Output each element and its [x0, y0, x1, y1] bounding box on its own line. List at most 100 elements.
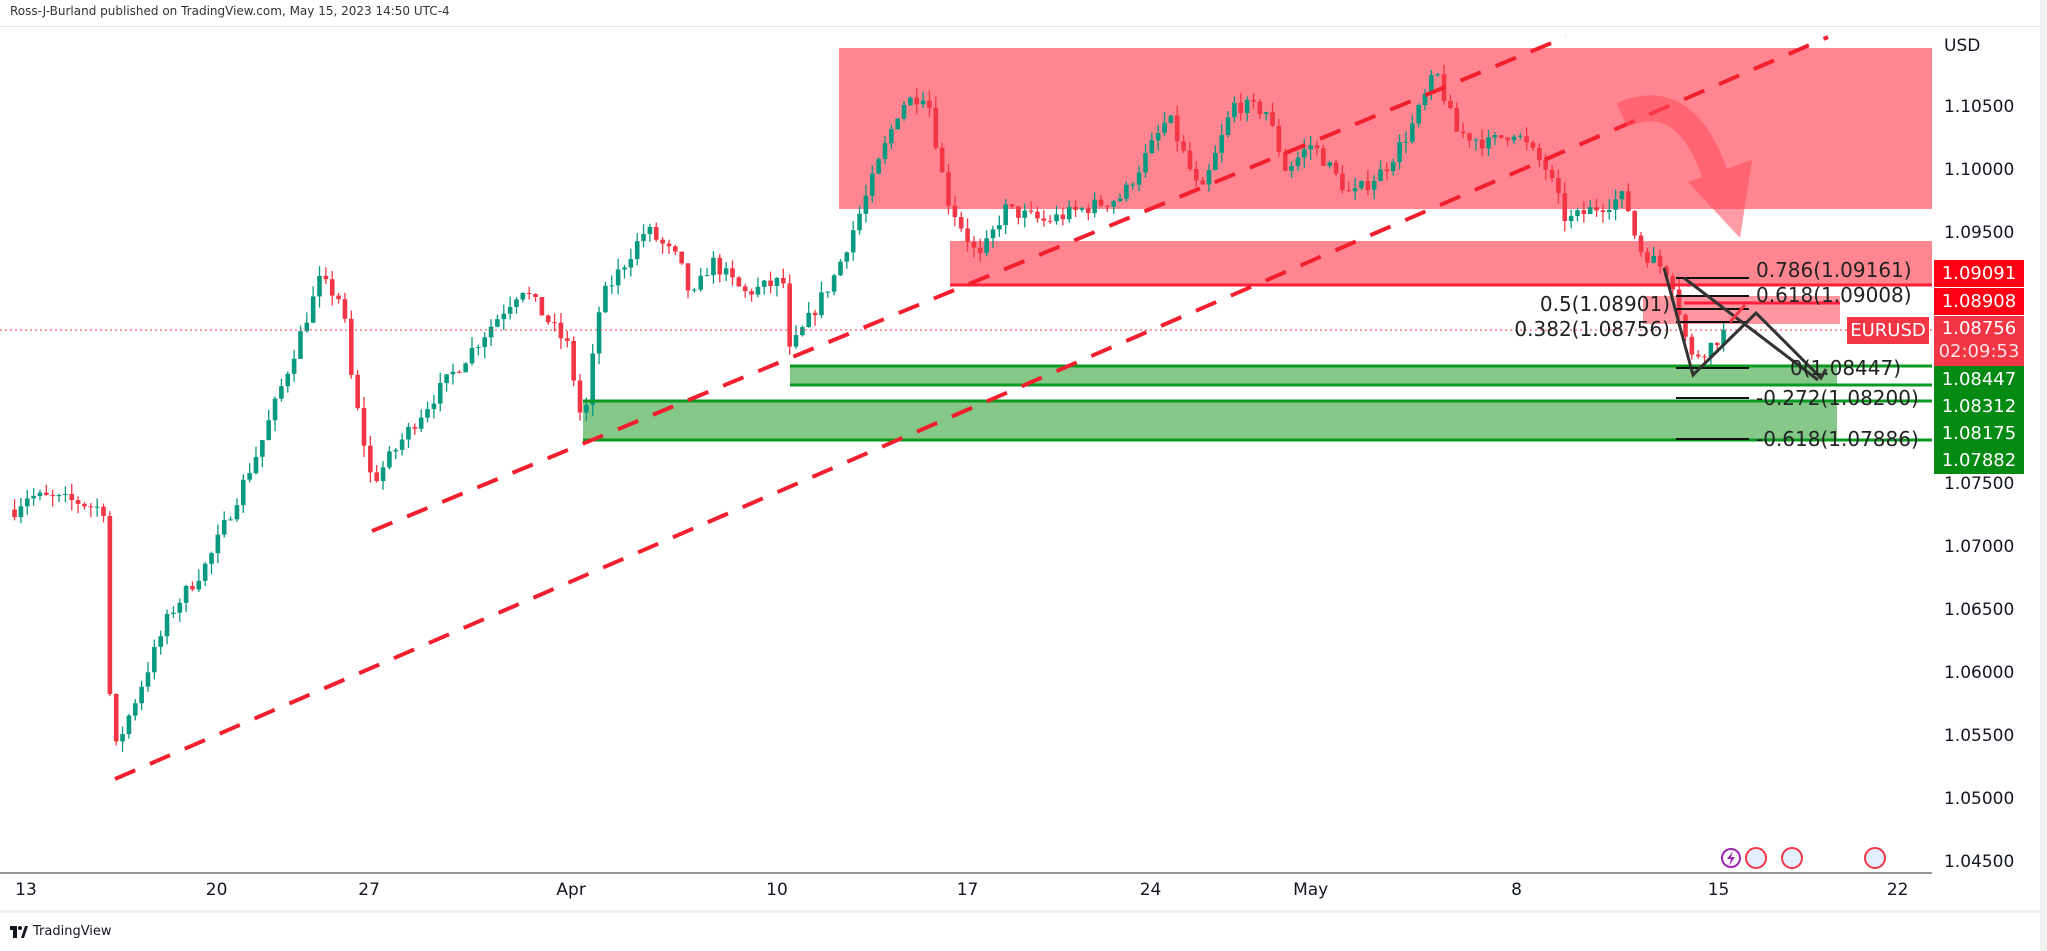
candle: [1117, 198, 1123, 202]
publish-info: Ross-J-Burland published on TradingView.…: [10, 4, 450, 18]
candle: [1511, 136, 1517, 141]
candle: [1695, 354, 1701, 357]
time-axis-tick: Apr: [556, 880, 586, 900]
fib-label: 0.382(1.08756): [1514, 317, 1670, 341]
candle: [1143, 153, 1148, 173]
candle: [1397, 142, 1402, 162]
candle: [1238, 102, 1244, 114]
candle: [507, 306, 513, 314]
footer: TradingView: [10, 924, 112, 939]
candle: [1162, 122, 1167, 134]
us-flag-event-icon[interactable]: [1781, 847, 1803, 869]
candle: [1327, 162, 1333, 166]
candle: [1371, 181, 1377, 190]
candle: [1689, 336, 1695, 355]
candle: [240, 479, 246, 506]
candle: [660, 239, 665, 244]
candle: [132, 703, 138, 716]
candle: [577, 380, 583, 413]
candle: [1562, 193, 1568, 222]
candle: [1403, 141, 1409, 143]
candle: [1206, 169, 1212, 185]
time-axis-tick: 8: [1511, 880, 1522, 900]
candle: [1346, 190, 1352, 192]
candle: [565, 338, 570, 341]
candle: [634, 241, 640, 260]
candle: [501, 313, 507, 320]
time-axis-tick: 13: [15, 880, 37, 900]
candle: [666, 243, 672, 247]
candle: [812, 312, 818, 316]
us-flag-event-icon[interactable]: [1864, 847, 1886, 869]
candle: [393, 449, 399, 452]
candle: [1518, 135, 1523, 137]
price-label-support: 1.08175: [1934, 420, 2024, 447]
candle: [939, 147, 945, 173]
candle: [933, 107, 939, 148]
candle: [653, 226, 659, 240]
candle: [247, 473, 252, 480]
candle: [190, 586, 195, 590]
candle: [876, 159, 881, 174]
currency-label: USD: [1944, 36, 1981, 56]
candle: [1155, 133, 1161, 141]
lightning-glyph-icon: [1727, 851, 1735, 866]
candle: [545, 315, 551, 323]
candle: [82, 503, 87, 507]
candle: [1149, 140, 1155, 154]
candle: [1352, 188, 1358, 192]
candle: [1187, 150, 1193, 170]
candle: [787, 283, 792, 347]
candle: [1213, 152, 1218, 170]
candle: [590, 353, 596, 405]
red-projection-tick: [1728, 304, 1747, 323]
fib-label: 0.786(1.09161): [1756, 258, 1912, 282]
candle: [628, 259, 634, 268]
candle: [1524, 135, 1529, 143]
candle: [113, 693, 119, 742]
candle: [18, 506, 24, 518]
candle: [1295, 157, 1301, 167]
candle: [1479, 139, 1485, 149]
candle: [1543, 160, 1549, 170]
candle: [641, 234, 646, 242]
candle: [1219, 134, 1224, 153]
candle: [1390, 161, 1396, 172]
candle: [291, 358, 297, 374]
candle: [456, 371, 462, 373]
candle: [1085, 208, 1091, 214]
candle: [800, 327, 805, 336]
candle: [164, 614, 170, 637]
candle: [958, 217, 964, 229]
candle: [844, 252, 850, 262]
candle: [425, 409, 430, 418]
candle: [495, 319, 500, 327]
candle: [12, 509, 17, 518]
candle: [914, 97, 920, 105]
candle: [298, 331, 303, 359]
candle: [221, 519, 227, 535]
candle: [152, 646, 157, 673]
candle: [1105, 205, 1110, 207]
candle: [1683, 314, 1688, 337]
candle: [1556, 178, 1561, 194]
candle: [266, 420, 271, 441]
candle: [615, 269, 621, 286]
candle: [838, 261, 843, 276]
footer-brand: TradingView: [33, 924, 112, 939]
candle: [819, 292, 824, 316]
candle: [348, 318, 354, 375]
zones: [583, 48, 1932, 440]
candle: [412, 426, 418, 429]
candle: [1333, 162, 1339, 174]
us-flag-event-icon[interactable]: [1745, 847, 1767, 869]
candle: [279, 386, 284, 399]
candle: [1136, 172, 1142, 185]
candle: [63, 494, 68, 496]
candle: [304, 322, 310, 332]
candle: [1340, 173, 1345, 191]
candle: [1079, 208, 1085, 210]
candle: [171, 612, 176, 615]
trendlines: [114, 35, 1829, 781]
